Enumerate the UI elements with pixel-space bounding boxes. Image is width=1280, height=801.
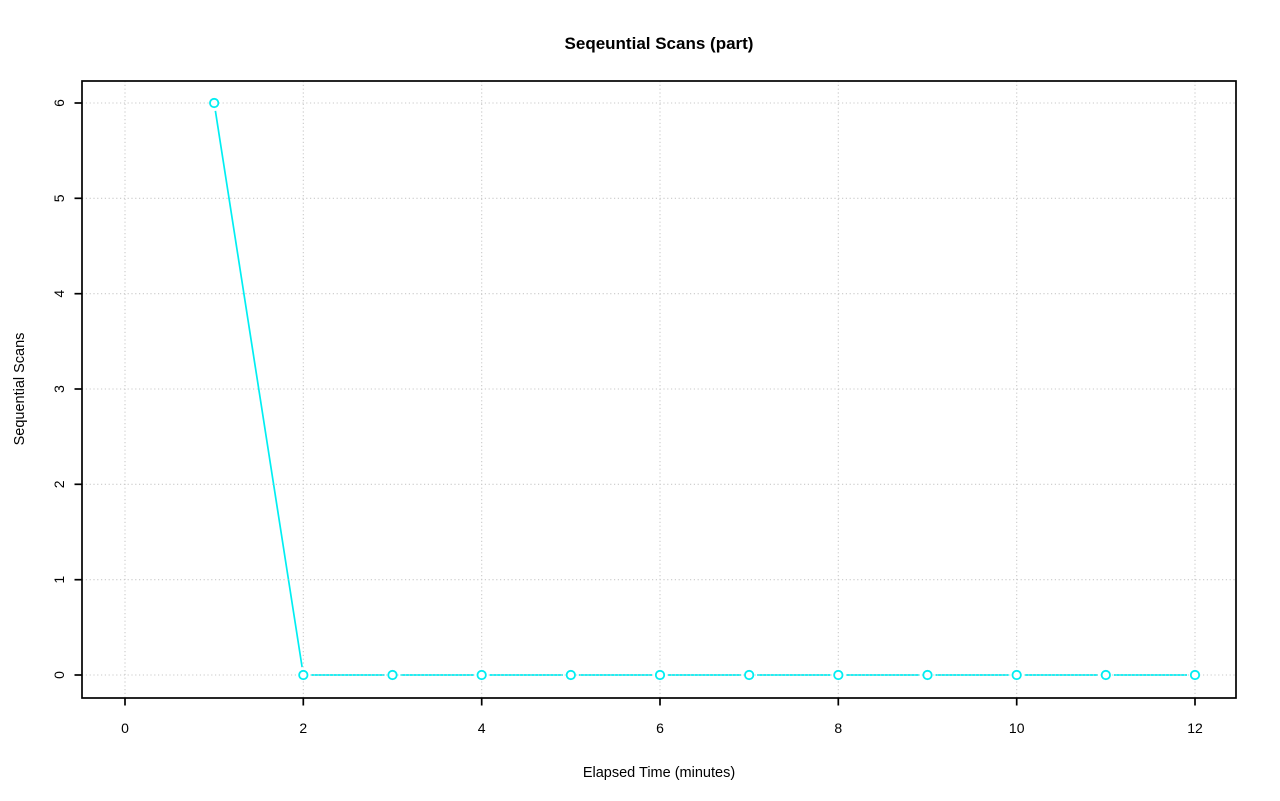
data-point-marker bbox=[476, 669, 487, 681]
gridlines bbox=[82, 81, 1236, 698]
x-tick-label: 12 bbox=[1187, 720, 1203, 736]
y-axis-label: Sequential Scans bbox=[12, 333, 28, 446]
data-point-marker bbox=[209, 97, 220, 109]
x-tick-label: 0 bbox=[121, 720, 129, 736]
y-tick-label: 2 bbox=[51, 480, 67, 488]
data-point-marker bbox=[565, 669, 576, 681]
x-tick-label: 10 bbox=[1009, 720, 1025, 736]
data-point-marker bbox=[387, 669, 398, 681]
x-axis-label: Elapsed Time (minutes) bbox=[583, 765, 735, 781]
data-point-marker bbox=[1011, 669, 1022, 681]
y-tick-label: 6 bbox=[51, 99, 67, 107]
x-tick-label: 8 bbox=[834, 720, 842, 736]
y-tick-label: 1 bbox=[51, 576, 67, 584]
data-point-marker bbox=[744, 669, 755, 681]
chart-title: Seqeuntial Scans (part) bbox=[565, 34, 754, 53]
data-point-marker bbox=[298, 669, 309, 681]
data-point-marker bbox=[833, 669, 844, 681]
x-tick-label: 4 bbox=[478, 720, 486, 736]
y-tick-label: 0 bbox=[51, 671, 67, 679]
x-tick-label: 2 bbox=[299, 720, 307, 736]
data-point-markers bbox=[209, 97, 1201, 681]
data-point-marker bbox=[654, 669, 666, 681]
x-tick-label: 6 bbox=[656, 720, 664, 736]
axes bbox=[74, 80, 1237, 706]
data-point-marker bbox=[922, 669, 933, 681]
y-tick-label: 4 bbox=[51, 290, 67, 298]
data-point-marker bbox=[1189, 669, 1201, 681]
series-line bbox=[214, 110, 1187, 676]
y-tick-label: 5 bbox=[51, 194, 67, 202]
series-line-segment bbox=[214, 110, 303, 668]
y-tick-label: 3 bbox=[51, 385, 67, 393]
data-point-marker bbox=[1100, 669, 1111, 681]
